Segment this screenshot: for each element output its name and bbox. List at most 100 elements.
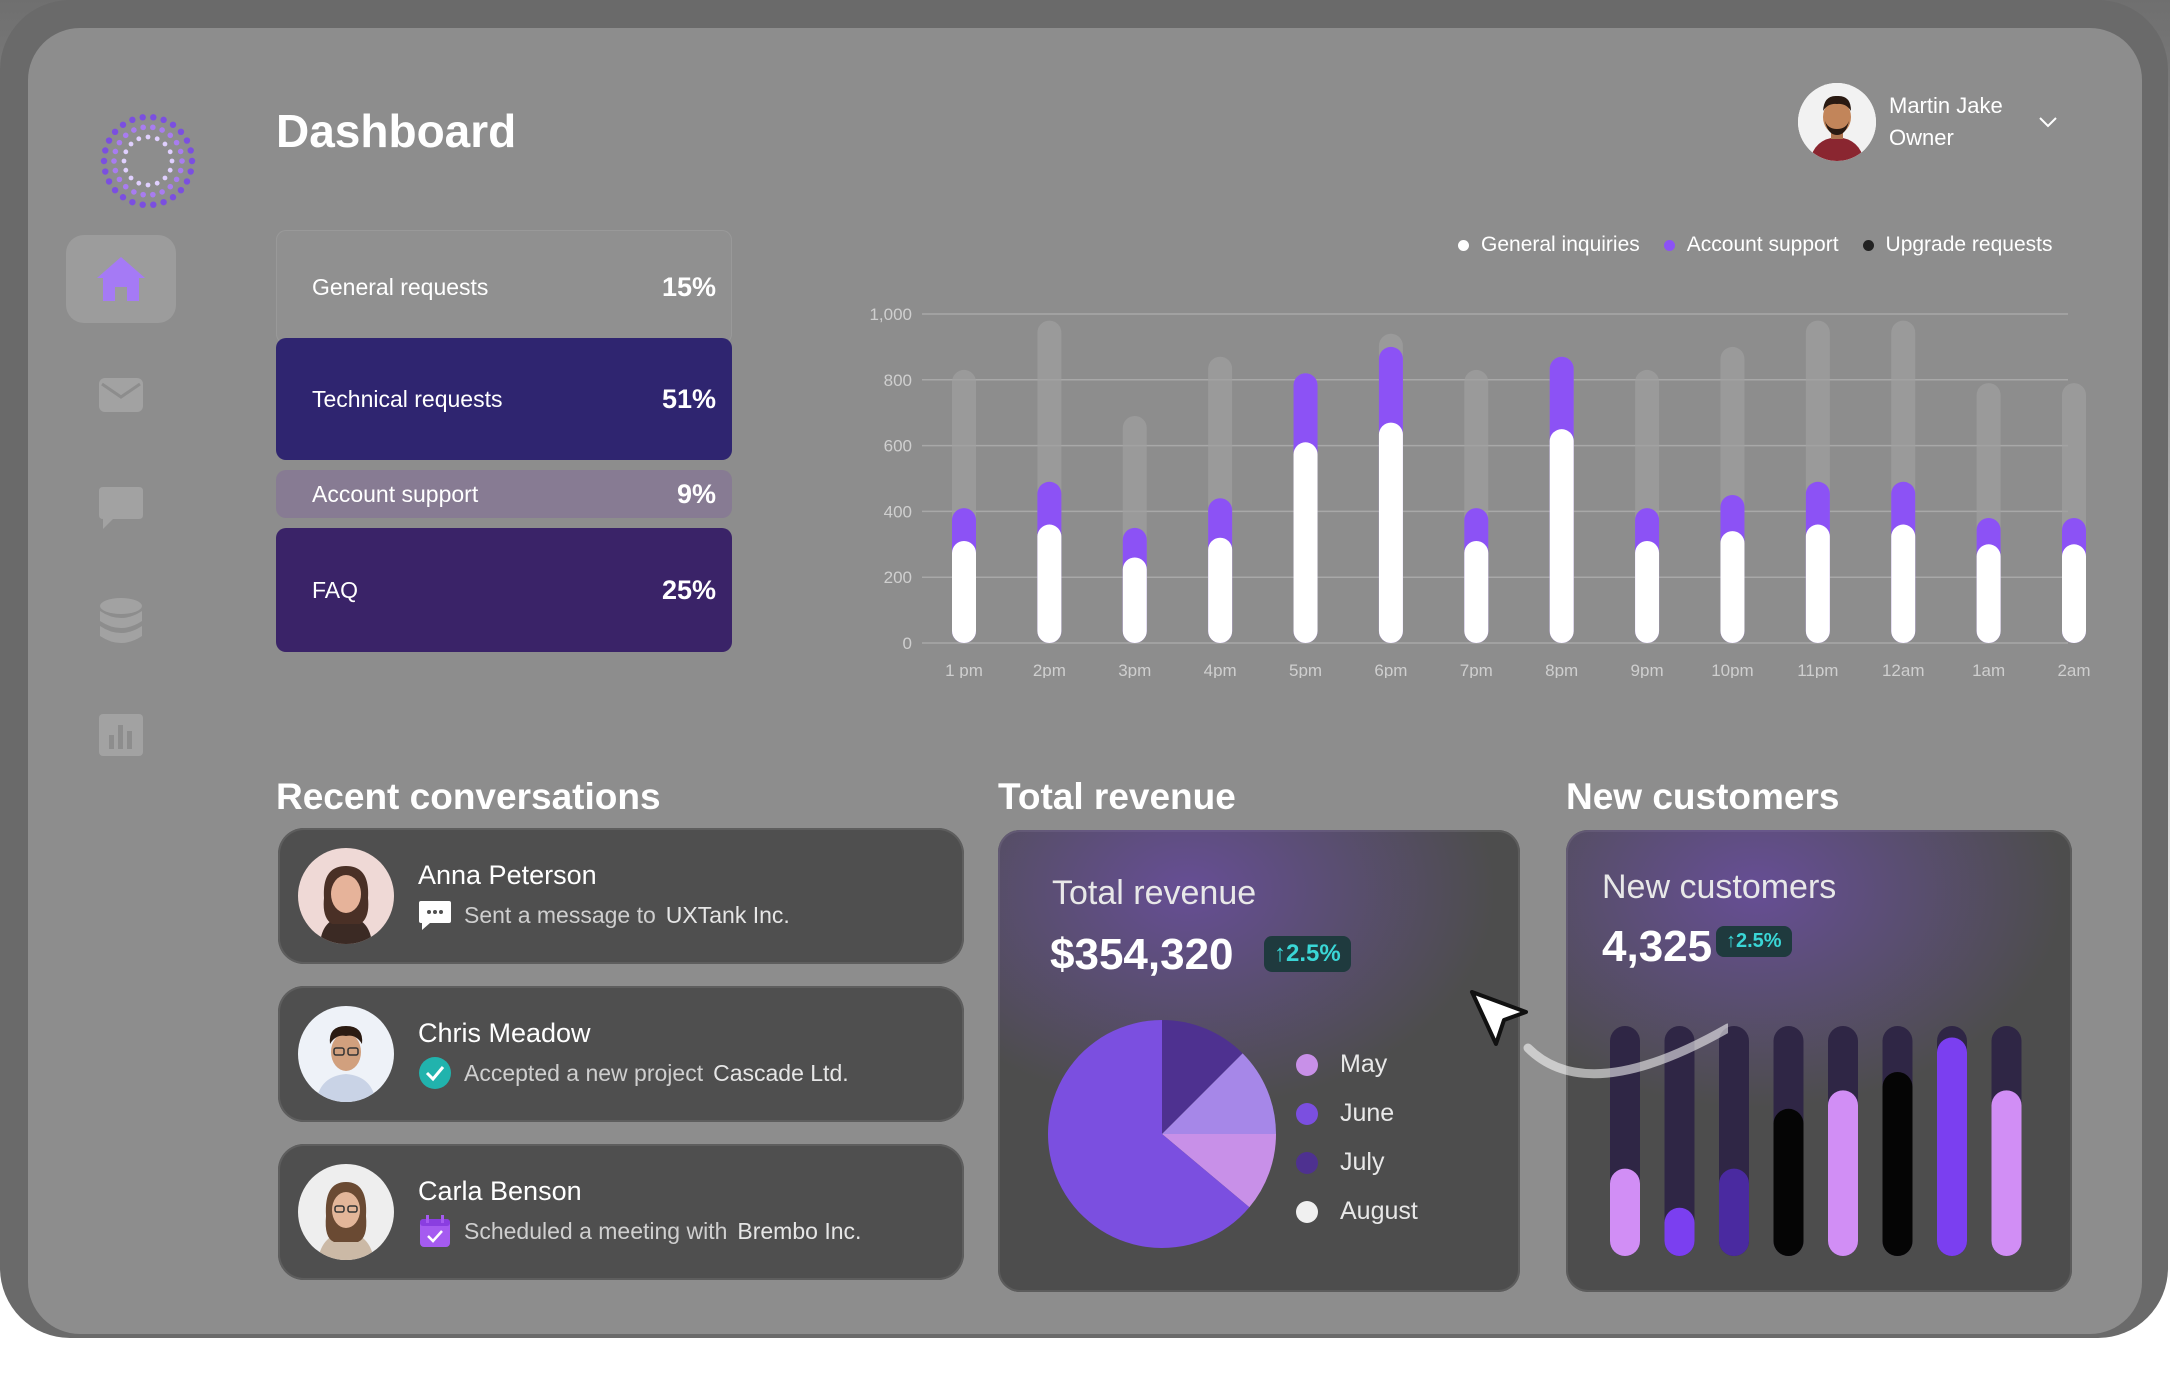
- customers-value: 4,325: [1602, 922, 1713, 971]
- bar-general-inquiries: [1805, 524, 1830, 643]
- y-tick-label: 1,000: [869, 305, 912, 324]
- customer-bar: [1610, 1168, 1640, 1256]
- activity-text: Accepted a new project: [464, 1059, 704, 1086]
- category-percent: 15%: [661, 271, 716, 302]
- sidebar-item-chat[interactable]: [66, 464, 176, 552]
- company-name[interactable]: Cascade Ltd.: [713, 1059, 849, 1086]
- pie-slice-august: [1162, 1134, 1276, 1208]
- customers-bar-chart: [1610, 1026, 2022, 1256]
- avatar: [298, 1006, 394, 1102]
- customer-bar: [1719, 1168, 1749, 1256]
- category-technical-requests[interactable]: Technical requests 51%: [276, 338, 732, 460]
- bar-general-inquiries: [1720, 531, 1745, 643]
- customer-bar: [1991, 1090, 2022, 1256]
- avatar: [298, 1164, 394, 1260]
- page-title: Dashboard: [276, 105, 517, 157]
- conversation-item[interactable]: Carla Benson Scheduled a meeting with Br…: [278, 1144, 964, 1280]
- customer-bar: [1773, 1108, 1804, 1256]
- x-tick-label: 7pm: [1460, 661, 1493, 678]
- x-tick-label: 12am: [1882, 661, 1925, 678]
- category-percent: 51%: [661, 383, 716, 414]
- category-percent: 9%: [676, 478, 716, 509]
- x-tick-label: 5pm: [1289, 661, 1322, 678]
- bar-general-inquiries: [1037, 524, 1062, 643]
- category-faq[interactable]: FAQ 25%: [276, 528, 732, 652]
- bar-general-inquiries: [952, 541, 976, 643]
- calendar-icon: [418, 1214, 452, 1248]
- bar-general-inquiries: [1378, 422, 1403, 643]
- x-tick-label: 9pm: [1631, 661, 1664, 678]
- contact-name: Anna Peterson: [418, 860, 597, 890]
- company-name[interactable]: UXTank Inc.: [665, 901, 790, 928]
- legend-item-may[interactable]: May: [1296, 1040, 1418, 1089]
- sidebar-item-home[interactable]: [66, 235, 176, 323]
- total-revenue-card[interactable]: Total revenue $354,320 ↑2.5% May June Ju…: [998, 830, 1520, 1292]
- conversation-item[interactable]: Chris Meadow Accepted a new project Casc…: [278, 986, 964, 1122]
- sidebar-item-analytics[interactable]: [66, 691, 176, 779]
- category-label: Technical requests: [312, 385, 503, 412]
- bar-general-inquiries: [1464, 541, 1489, 643]
- contact-name: Chris Meadow: [418, 1018, 591, 1048]
- legend-item[interactable]: Account support: [1663, 233, 1839, 257]
- bar-general-inquiries: [1549, 429, 1574, 643]
- sidebar-item-mail[interactable]: [66, 351, 176, 439]
- category-account-support[interactable]: Account support 9%: [276, 470, 732, 518]
- x-tick-label: 1 pm: [945, 661, 983, 678]
- pie-slice-july: [1162, 1020, 1243, 1134]
- legend-item-august[interactable]: August: [1296, 1187, 1418, 1236]
- x-tick-label: 3pm: [1118, 661, 1151, 678]
- avatar: [298, 848, 394, 944]
- category-percent: 25%: [661, 574, 716, 605]
- contact-name: Carla Benson: [418, 1176, 582, 1206]
- x-tick-label: 10pm: [1711, 661, 1754, 678]
- customer-bar: [1828, 1090, 1858, 1256]
- legend-item[interactable]: Upgrade requests: [1862, 233, 2052, 257]
- y-tick-label: 800: [884, 371, 912, 390]
- company-name[interactable]: Brembo Inc.: [737, 1217, 862, 1244]
- user-name: Martin Jake: [1889, 93, 2003, 118]
- legend-item-july[interactable]: July: [1296, 1138, 1418, 1187]
- category-label: Account support: [312, 480, 479, 507]
- legend-item[interactable]: General inquiries: [1458, 233, 1640, 257]
- sidebar-item-database[interactable]: [66, 578, 176, 666]
- message-icon: [418, 898, 452, 932]
- customer-bar: [1664, 1207, 1695, 1256]
- total-revenue-title: Total revenue: [998, 776, 1236, 817]
- dashboard-app: Dashboard Martin Jake Owner General requ…: [28, 28, 2142, 1334]
- user-role: Owner: [1889, 125, 1954, 150]
- conversation-item[interactable]: Anna Peterson Sent a message to UXTank I…: [278, 828, 964, 964]
- y-tick-label: 0: [903, 634, 912, 653]
- bar-general-inquiries: [1293, 442, 1318, 643]
- revenue-card-title: Total revenue: [1052, 874, 1257, 912]
- x-tick-label: 8pm: [1545, 661, 1578, 678]
- mail-icon: [99, 378, 143, 412]
- recent-conversations-title: Recent conversations: [276, 776, 661, 817]
- revenue-change-badge: ↑2.5%: [1264, 936, 1351, 972]
- pie-slice-june: [1048, 1020, 1250, 1248]
- pie-legend: May June July August: [1296, 1040, 1418, 1236]
- user-menu[interactable]: Martin Jake Owner: [1798, 83, 2057, 161]
- category-general-requests[interactable]: General requests 15%: [276, 230, 732, 344]
- check-icon: [418, 1056, 452, 1090]
- cursor-arrow-icon: [1470, 990, 1728, 1079]
- bar-chart-icon: [99, 714, 143, 756]
- chat-icon: [99, 487, 143, 529]
- x-tick-label: 2am: [2057, 661, 2090, 678]
- brand-logo-icon: [100, 114, 196, 208]
- requests-bar-chart: 1,000 800 600 400 200 0 1 pm 2pm 3pm 4pm 5pm 6pm 7pm…: [869, 305, 2090, 678]
- x-tick-label: 4pm: [1204, 661, 1237, 678]
- home-icon: [97, 257, 145, 301]
- user-avatar: [1798, 83, 1876, 161]
- activity-text: Sent a message to: [464, 901, 656, 928]
- bar-general-inquiries: [1976, 544, 2001, 643]
- database-icon: [100, 598, 142, 643]
- customer-bar: [1882, 1072, 1913, 1256]
- bar-general-inquiries: [1208, 537, 1233, 643]
- x-tick-label: 11pm: [1797, 661, 1838, 678]
- x-tick-label: 6pm: [1374, 661, 1407, 678]
- chevron-down-icon[interactable]: [2039, 116, 2057, 128]
- bar-general-inquiries: [2062, 544, 2086, 643]
- legend-item-june[interactable]: June: [1296, 1089, 1418, 1138]
- chart-legend: General inquiries Account support Upgrad…: [1458, 233, 2052, 257]
- bar-general-inquiries: [1122, 557, 1147, 643]
